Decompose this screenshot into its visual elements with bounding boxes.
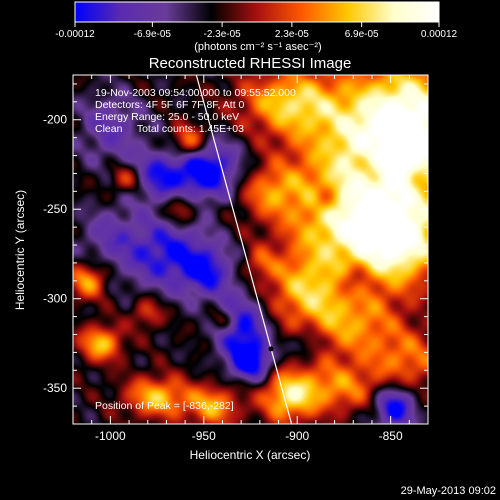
x-tick-label: -950 — [192, 429, 216, 443]
x-tick-label: -1000 — [95, 429, 126, 443]
annotation-counts: Clean Total counts: 1.45E+03 — [95, 123, 244, 135]
footer-timestamp: 29-May-2013 09:02 — [401, 485, 496, 497]
axis-ticks — [73, 75, 429, 425]
y-tick-label: -300 — [43, 292, 67, 306]
y-tick-labels: -350 -300 -250 -200 — [43, 113, 67, 395]
x-tick-label: -900 — [285, 429, 309, 443]
annotation-time: 19-Nov-2003 09:54:00.000 to 09:55:52.000 — [95, 87, 296, 99]
peak-position-label: Position of Peak = [-836,-282] — [95, 400, 234, 412]
colorbar-ticks: -0.00012 -6.9e-05 -2.3e-05 2.3e-05 6.9e-05 0.… — [55, 22, 458, 40]
colorbar-tick-label: 2.3e-05 — [275, 29, 309, 40]
heatmap-image — [73, 75, 428, 424]
y-tick-label: -350 — [43, 381, 67, 395]
colorbar-tick-label: -0.00012 — [55, 29, 95, 40]
observation-annotations: 19-Nov-2003 09:54:00.000 to 09:55:52.000… — [95, 87, 296, 412]
y-tick-label: -200 — [43, 113, 67, 127]
annotation-detectors: Detectors: 4F 5F 6F 7F 8F, Att 0 — [95, 99, 245, 111]
colorbar-tick-label: 0.00012 — [421, 29, 458, 40]
annotation-energy: Energy Range: 25.0 - 50.0 keV — [95, 111, 239, 123]
solar-limb-line — [195, 75, 293, 424]
chart-title: Reconstructed RHESSI Image — [149, 55, 352, 72]
colorbar-tick-label: 6.9e-05 — [345, 29, 379, 40]
y-tick-label: -250 — [43, 202, 67, 216]
colorbar-tick-label: -6.9e-05 — [134, 29, 172, 40]
x-tick-labels: -1000 -950 -900 -850 — [95, 429, 403, 443]
colorbar-units: (photons cm⁻² s⁻¹ asec⁻²) — [194, 41, 321, 53]
peak-marker — [268, 346, 274, 352]
x-axis-label: Heliocentric X (arcsec) — [190, 448, 311, 462]
colorbar — [74, 1, 440, 23]
plot-frame — [72, 74, 429, 425]
x-tick-label: -850 — [379, 429, 403, 443]
colorbar-tick-label: -2.3e-05 — [203, 29, 241, 40]
y-axis-label: Heliocentric Y (arcsec) — [13, 190, 27, 310]
